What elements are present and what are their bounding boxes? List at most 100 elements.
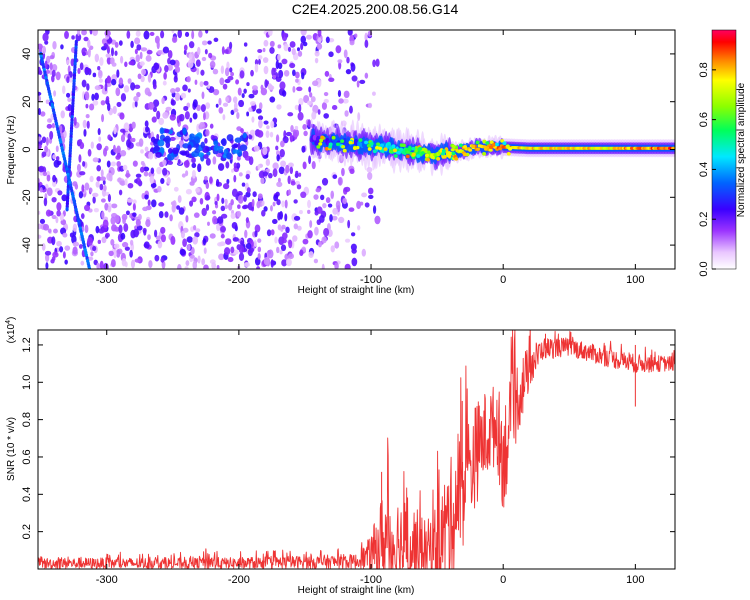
spectrogram-cell [51,236,56,246]
spectrogram-cell [172,147,180,155]
snr-y-tick-label: 1.0 [21,375,33,390]
spectrogram-cell [218,253,225,261]
spectrogram-y-tick-label: 20 [21,96,33,108]
spectrogram-cell [173,75,178,83]
spectrogram-cell [111,203,118,209]
spectrogram-cell [145,55,152,62]
spectrogram-cell [302,41,308,47]
spectrogram-cell [116,69,120,78]
spectrogram-cell [243,194,247,202]
spectrogram-cell [181,173,186,178]
spectrogram-cell [357,225,361,231]
spectrogram-cell [345,68,352,75]
spectrogram-cell [227,257,234,263]
spectrogram-cell [262,57,269,63]
spectrogram-cell [238,172,243,177]
spectrogram-cell [281,200,285,208]
spectrogram-cell [162,159,167,166]
spectrogram-cell [189,133,195,139]
spectrogram-cell [222,83,228,90]
colorbar-tick-label: 0.8 [698,62,710,77]
spectrogram-cell [140,47,148,52]
spectrogram-cell [91,93,95,101]
spectrogram-cell [46,118,52,123]
spectrogram-cell [205,129,210,137]
spectrogram-cell [145,219,151,228]
spectrogram-cell [167,49,173,59]
spectrogram-cell [272,74,277,80]
spectrogram-cell [160,226,166,234]
spectrogram-cell [246,187,251,194]
spectrogram-cell [263,206,268,212]
spectrogram-cell [144,194,149,200]
spectrogram-cell [183,44,188,51]
spectrogram-cell [482,139,487,144]
spectrogram-cell [191,196,197,203]
spectrogram-cell [137,73,142,80]
spectrogram-cell [243,42,248,47]
spectrogram-cell [133,95,139,102]
spectrogram-cell [101,211,105,219]
spectrogram-cell [89,30,93,35]
spectrogram-cell [129,239,134,246]
spectrogram-cell [207,84,211,89]
spectrogram-cell [191,162,197,169]
spectrogram-cell [44,145,48,153]
spectrogram-cell [99,260,104,269]
spectrogram-cell [184,111,190,120]
snr-x-axis-label: Height of straight line (km) [298,585,415,596]
spectrogram-cell [135,219,141,227]
spectrogram-cell [85,113,90,119]
spectrogram-cell [430,155,435,159]
spectrogram-cell [308,155,312,165]
spectrogram-cell [279,249,283,255]
spectrogram-cell [248,107,253,113]
snr-panel: -300 -200 -100 0 100 0.2 0.4 0.6 0.8 1.0 1.2 Heigh… [5,317,676,596]
spectrogram-cell [46,187,53,197]
spectrogram-cell [240,128,244,134]
spectrogram-cell [185,215,189,223]
spectrogram-cell [148,260,153,269]
spectrogram-cell [307,119,311,128]
colorbar-ticks: 0.0 0.2 0.4 0.6 0.8 [698,62,716,277]
spectrogram-cell [280,140,285,148]
spectrogram-cell [154,254,160,262]
spectrogram-cell [106,56,112,65]
spectrogram-cell [92,196,96,204]
spectrogram-x-tick-label: 100 [626,274,644,286]
spectrogram-cell [338,177,342,186]
spectrogram-cell [321,236,327,244]
spectrogram-cell [312,134,317,141]
spectrogram-cell [41,243,46,251]
spectrogram-cell [120,134,126,143]
spectrogram-cell [180,92,187,99]
spectrogram-cell [405,154,410,159]
spectrogram-cell [77,30,81,37]
snr-y-tick-label: 0.4 [21,487,33,502]
spectrogram-cell [248,247,254,254]
spectrogram-cell [167,64,173,71]
spectrogram-cell [87,39,91,49]
spectrogram-cell [289,166,294,175]
spectrogram-cell [163,72,167,80]
spectrogram-cell [45,262,49,269]
spectrogram-cell [358,138,363,142]
spectrogram-cell [254,230,258,238]
spectrogram-cell [139,51,143,60]
spectrogram-cell [96,176,102,182]
spectrogram-cell [118,224,123,234]
spectrogram-cell [167,160,174,165]
spectrogram-cell [278,166,285,175]
spectrogram-y-tick-label: -40 [21,237,33,253]
spectrogram-cell [95,181,100,188]
spectrogram-cell [388,149,393,154]
spectrogram-cell [224,198,228,205]
spectrogram-cell [291,48,296,56]
spectrogram-cell [471,144,476,148]
spectrogram-cell [239,70,245,79]
spectrogram-cell [313,194,319,200]
spectrogram-cell [110,259,116,268]
spectrogram-cell [97,69,103,79]
spectrogram-cell [270,259,274,268]
